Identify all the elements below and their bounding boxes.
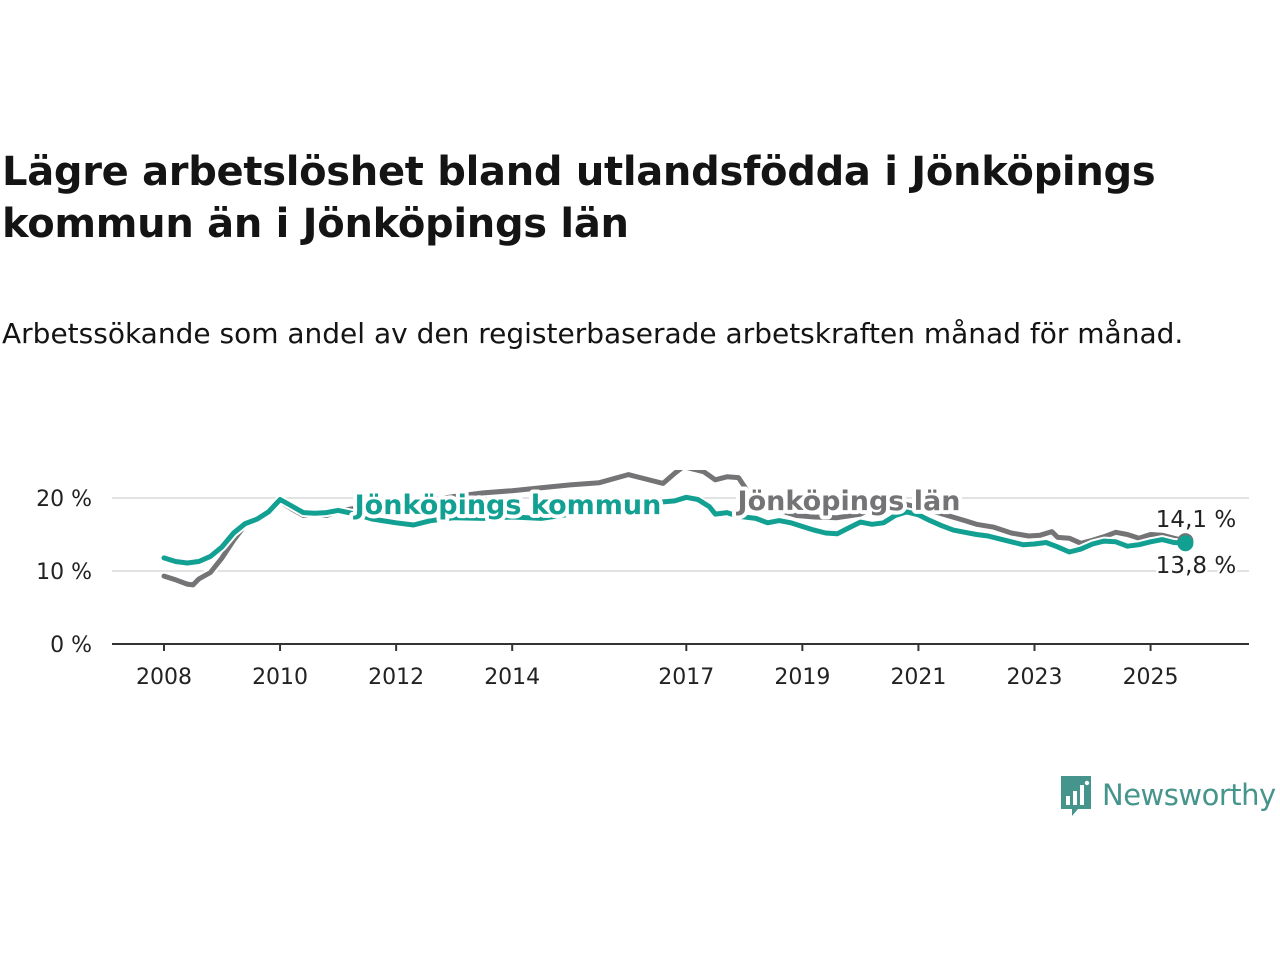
x-tick-label: 2012 (368, 665, 424, 690)
x-tick-label: 2021 (890, 665, 946, 690)
series-end-value-label: 14,1 % (1156, 507, 1236, 533)
x-tick-label: 2008 (136, 665, 192, 690)
series-name-label: Jönköpings län (736, 486, 961, 517)
series-name-label: Jönköpings kommun (353, 490, 662, 521)
newsworthy-logo: Newsworthy (1058, 772, 1276, 818)
x-tick-label: 2023 (1007, 665, 1063, 690)
y-tick-label: 0 % (50, 633, 92, 658)
series-end-value-label: 13,8 % (1156, 553, 1236, 579)
series-line-halo (159, 470, 1190, 590)
y-tick-label: 10 % (36, 560, 92, 585)
series-line-lan (161, 470, 1188, 588)
brand-name: Newsworthy (1102, 778, 1276, 812)
series-labels: 14,1 % 13,8 % Jönköpings län Jönköpings kom… (349, 482, 1239, 582)
y-tick-label: 20 % (36, 487, 92, 512)
x-tick-label: 2019 (774, 665, 830, 690)
chart-title: Lägre arbetslöshet bland utlandsfödda i … (2, 149, 1156, 247)
chart-subtitle: Arbetssökande som andel av den registerb… (2, 317, 1184, 350)
series-line-halo (159, 492, 1190, 568)
x-tick-label: 2017 (658, 665, 714, 690)
y-axis: 0 % 10 % 20 % (36, 487, 92, 658)
bar-chart-speech-bubble-icon (1061, 776, 1091, 816)
x-tick-label: 2010 (252, 665, 308, 690)
series-line-kommun (161, 494, 1188, 566)
x-tick-label: 2014 (484, 665, 540, 690)
x-axis: 2008 2010 2012 2014 2017 2019 2021 2023 2025 (112, 643, 1249, 690)
series-lines (159, 470, 1194, 590)
line-chart: 0 % 10 % 20 % 2008 2010 2012 2014 2017 2019 2021… (36, 470, 1249, 690)
grid-lines (112, 497, 1249, 572)
series-end-point (1177, 535, 1194, 552)
x-tick-label: 2025 (1123, 665, 1179, 690)
